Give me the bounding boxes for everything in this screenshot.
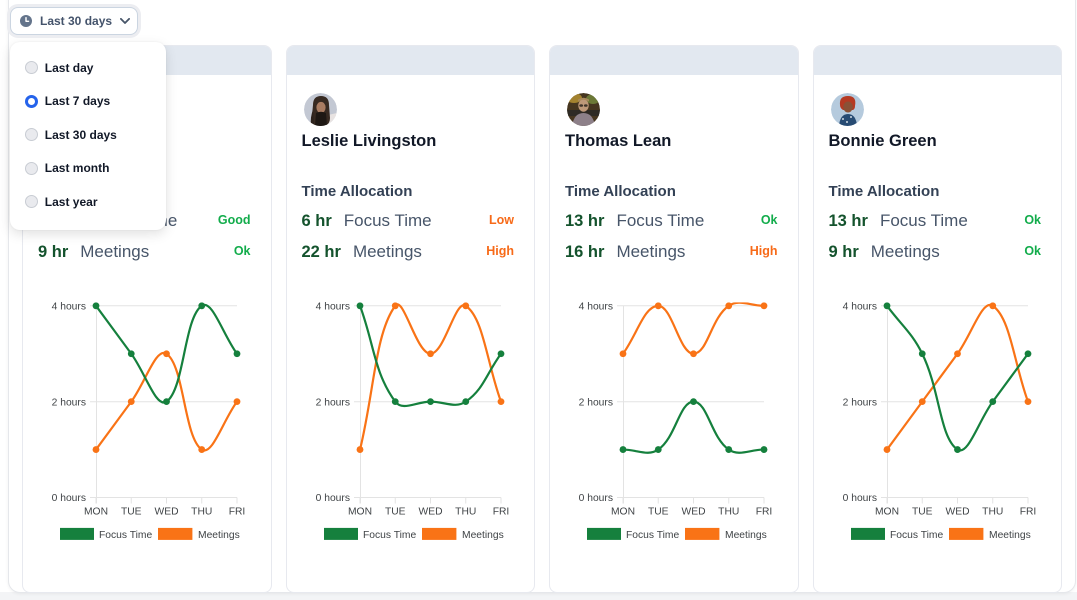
svg-text:Meetings: Meetings (725, 530, 767, 541)
svg-text:FRI: FRI (1019, 507, 1036, 518)
svg-text:2 hours: 2 hours (842, 397, 876, 408)
svg-text:FRI: FRI (229, 507, 246, 518)
svg-text:0 hours: 0 hours (52, 493, 86, 504)
svg-text:WED: WED (945, 507, 969, 518)
svg-text:Focus Time: Focus Time (363, 530, 416, 541)
svg-text:Meetings: Meetings (198, 530, 240, 541)
svg-text:MON: MON (874, 507, 898, 518)
svg-text:THU: THU (455, 507, 476, 518)
svg-text:4 hours: 4 hours (315, 302, 349, 313)
svg-text:Meetings: Meetings (462, 530, 504, 541)
svg-text:0 hours: 0 hours (579, 493, 613, 504)
svg-text:Focus Time: Focus Time (890, 530, 943, 541)
svg-text:FRI: FRI (492, 507, 509, 518)
svg-text:Meetings: Meetings (989, 530, 1031, 541)
svg-text:TUE: TUE (384, 507, 405, 518)
svg-text:4 hours: 4 hours (52, 302, 86, 313)
svg-text:Focus Time: Focus Time (99, 530, 152, 541)
svg-text:2 hours: 2 hours (52, 397, 86, 408)
svg-text:MON: MON (347, 507, 371, 518)
svg-text:THU: THU (982, 507, 1003, 518)
svg-text:FRI: FRI (756, 507, 773, 518)
svg-text:MON: MON (611, 507, 635, 518)
svg-text:MON: MON (84, 507, 108, 518)
svg-text:4 hours: 4 hours (579, 302, 613, 313)
svg-text:4 hours: 4 hours (842, 302, 876, 313)
svg-text:Focus Time: Focus Time (626, 530, 679, 541)
svg-text:2 hours: 2 hours (315, 397, 349, 408)
svg-text:THU: THU (718, 507, 739, 518)
svg-text:0 hours: 0 hours (842, 493, 876, 504)
svg-text:WED: WED (681, 507, 705, 518)
svg-text:TUE: TUE (648, 507, 669, 518)
svg-text:WED: WED (418, 507, 442, 518)
svg-text:TUE: TUE (121, 507, 142, 518)
svg-text:TUE: TUE (911, 507, 932, 518)
svg-text:THU: THU (191, 507, 212, 518)
svg-text:0 hours: 0 hours (315, 493, 349, 504)
svg-text:2 hours: 2 hours (579, 397, 613, 408)
svg-text:WED: WED (154, 507, 178, 518)
